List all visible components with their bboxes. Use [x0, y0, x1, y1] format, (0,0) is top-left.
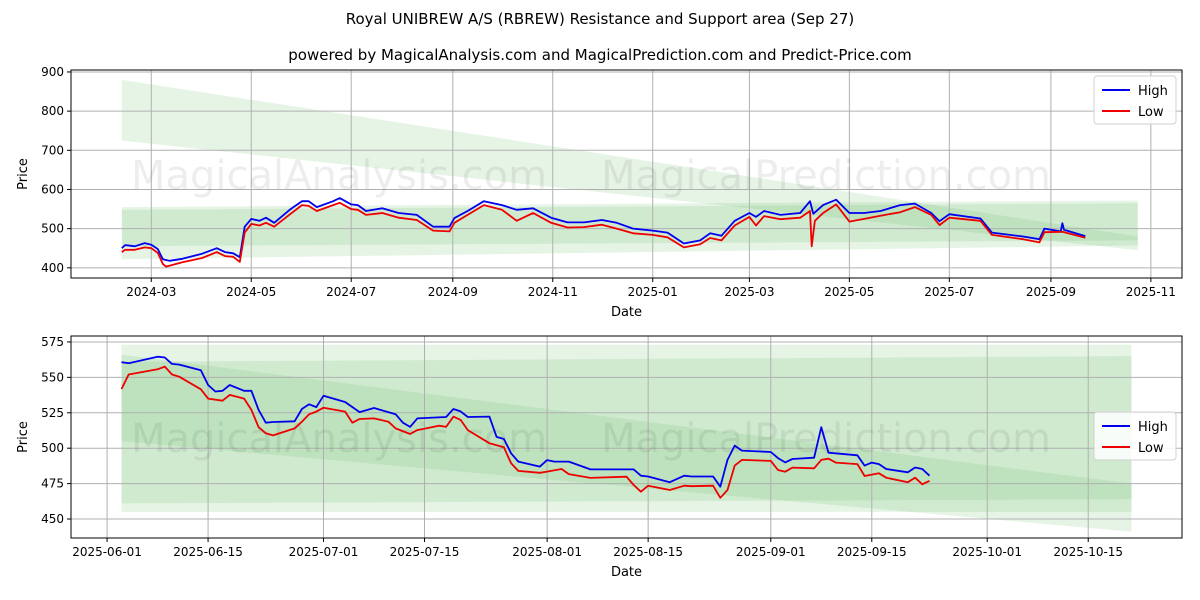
x-tick-label: 2024-11 [528, 285, 578, 299]
x-tick-label: 2025-08-15 [613, 545, 683, 559]
x-tick-label: 2024-05 [226, 285, 276, 299]
x-tick-label: 2025-10-15 [1053, 545, 1123, 559]
series-line-low [120, 365, 930, 499]
legend-label-low: Low [1138, 441, 1164, 456]
y-tick-label: 800 [41, 104, 64, 118]
y-tick-label: 475 [41, 477, 64, 491]
x-tick-label: 2025-05 [824, 285, 874, 299]
watermark-text: MagicalPrediction.com [601, 416, 1051, 462]
watermark-text: MagicalAnalysis.com [131, 416, 547, 462]
chart-2: 2025-06-01 2025-06-15 2025-07-01 2025-07-15… [16, 335, 1183, 580]
x-tick-label: 2025-07-01 [289, 545, 359, 559]
y-tick-label: 500 [41, 441, 64, 455]
x-tick-label: 2025-07 [924, 285, 974, 299]
chart-title: Royal UNIBREW A/S (RBREW) Resistance and… [345, 10, 855, 28]
x-tick-label: 2025-06-15 [173, 545, 243, 559]
legend: High Low [1093, 411, 1177, 461]
support-resistance-band [121, 344, 1132, 512]
legend-label-low: Low [1138, 105, 1164, 120]
y-tick-label: 600 [41, 182, 64, 196]
chart-subtitle: powered by MagicalAnalysis.com and Magic… [288, 46, 912, 64]
x-tick-label: 2025-09-15 [837, 545, 907, 559]
y-tick-label: 525 [41, 406, 64, 420]
legend: High Low [1093, 75, 1177, 125]
legend-label-high: High [1138, 84, 1168, 99]
y-tick-label: 550 [41, 370, 64, 384]
y-tick-label: 400 [41, 261, 64, 275]
x-tick-label: 2025-06-01 [72, 545, 142, 559]
y-tick-label: 900 [41, 65, 64, 79]
series-line-high [121, 355, 931, 488]
y-tick-label: 450 [41, 512, 64, 526]
y-axis-label: Price [16, 421, 31, 453]
support-resistance-band [121, 356, 1132, 504]
support-resistance-band [121, 79, 1138, 251]
y-axis-label: Price [16, 158, 31, 190]
x-tick-label: 2024-03 [126, 285, 176, 299]
x-tick-label: 2024-09 [428, 285, 478, 299]
series-line-high [121, 197, 1086, 262]
x-axis-label: Date [611, 305, 642, 320]
x-tick-label: 2025-11 [1126, 285, 1176, 299]
axes-frame [70, 335, 1183, 539]
watermark-text: MagicalPrediction.com [601, 153, 1051, 199]
axes-frame [70, 69, 1183, 279]
x-tick-label: 2025-09 [1026, 285, 1076, 299]
x-tick-label: 2025-09-01 [736, 545, 806, 559]
x-tick-label: 2024-07 [326, 285, 376, 299]
chart-1: 2024-03 2024-05 2024-07 2024-09 2024-11 2025-… [16, 65, 1183, 320]
y-tick-label: 700 [41, 143, 64, 157]
x-tick-label: 2025-08-01 [512, 545, 582, 559]
x-tick-label: 2025-03 [724, 285, 774, 299]
x-axis-label: Date [611, 565, 642, 580]
x-tick-label: 2025-07-15 [390, 545, 460, 559]
x-tick-label: 2025-01 [628, 285, 678, 299]
x-tick-label: 2025-10-01 [952, 545, 1022, 559]
y-tick-label: 575 [41, 335, 64, 349]
support-resistance-band [121, 354, 1132, 532]
series-line-low [121, 201, 1086, 268]
legend-label-high: High [1138, 420, 1168, 435]
watermark-text: MagicalAnalysis.com [131, 153, 547, 199]
y-tick-label: 500 [41, 222, 64, 236]
